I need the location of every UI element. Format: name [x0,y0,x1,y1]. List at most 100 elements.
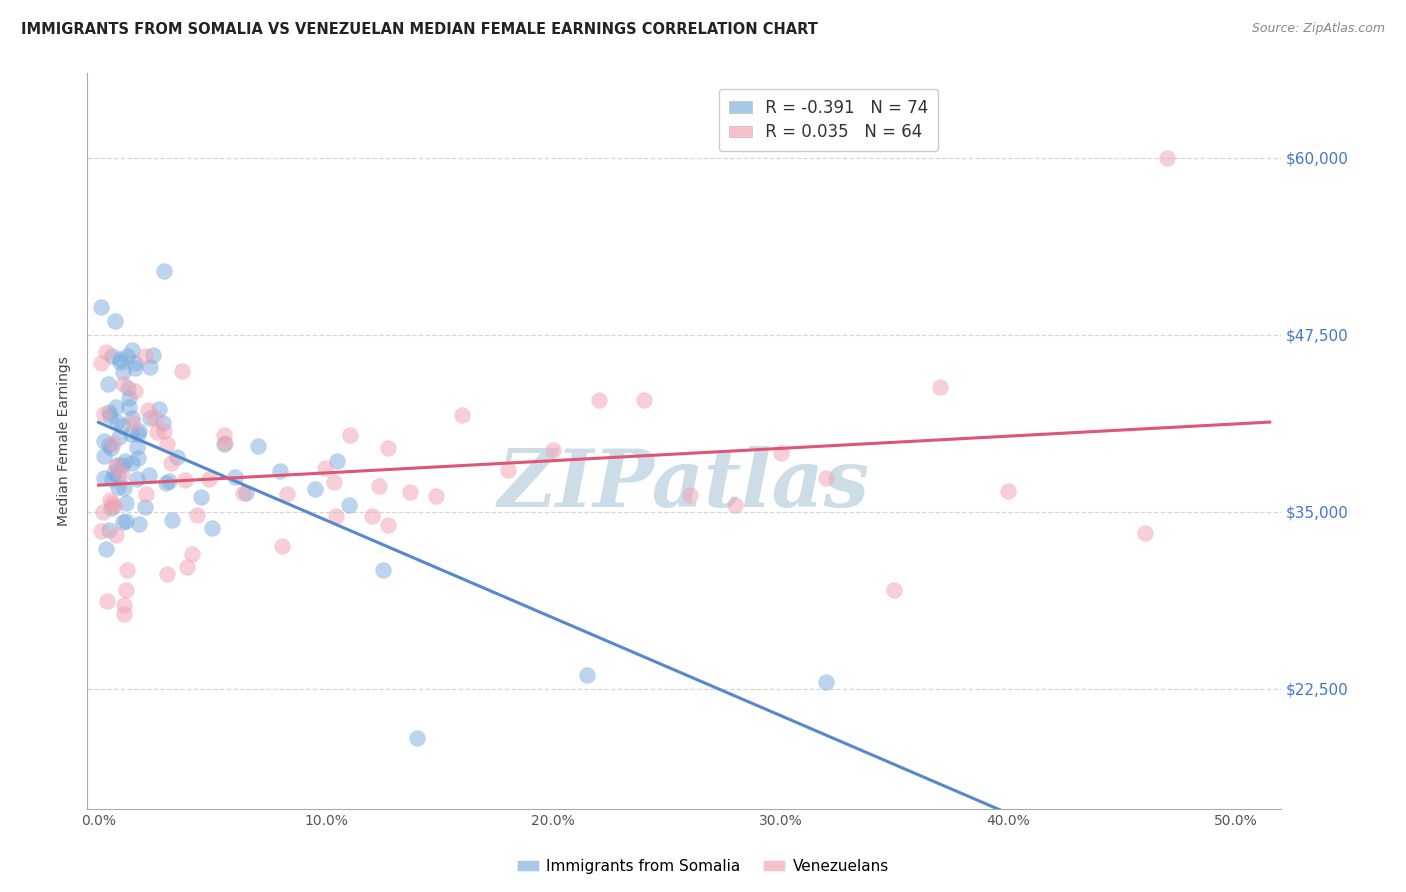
Point [724,498,747,512]
Point [337,498,360,512]
Point [377,518,399,533]
Point [103,500,125,514]
Text: Source: ZipAtlas.com: Source: ZipAtlas.com [1251,22,1385,36]
Point [93,408,115,422]
Point [103,435,125,450]
Point [90,301,112,315]
Point [246,439,269,453]
Point [111,515,134,529]
Point [152,416,174,430]
Point [235,486,257,500]
Y-axis label: Median Female Earnings: Median Female Earnings [58,356,72,526]
Point [339,428,361,442]
Point [101,472,124,486]
Point [143,410,166,425]
Point [93,434,115,449]
Point [127,451,149,466]
Point [371,563,394,577]
Point [269,464,291,478]
Point [115,583,138,598]
Point [929,379,952,393]
Point [406,731,429,746]
Point [883,582,905,597]
Point [100,442,122,456]
Point [96,594,118,608]
Point [155,476,177,491]
Point [115,349,138,363]
Point [160,456,183,470]
Point [367,479,389,493]
Point [138,359,160,374]
Point [170,364,193,378]
Point [107,430,129,444]
Point [120,426,142,441]
Point [90,356,112,370]
Point [276,487,298,501]
Point [325,508,347,523]
Point [576,667,599,681]
Point [304,483,326,497]
Point [112,365,135,379]
Text: ZIPatlas: ZIPatlas [498,446,870,524]
Point [105,400,128,414]
Point [111,377,134,392]
Point [105,527,128,541]
Point [156,437,179,451]
Point [105,458,128,472]
Point [588,392,610,407]
Point [425,489,447,503]
Point [769,445,792,459]
Point [134,349,156,363]
Point [96,344,118,359]
Point [90,524,112,538]
Point [399,484,422,499]
Point [180,547,202,561]
Point [270,539,292,553]
Point [98,409,121,423]
Point [101,496,124,510]
Point [115,563,138,577]
Point [139,410,162,425]
Point [127,472,149,486]
Point [97,405,120,419]
Point [105,415,128,429]
Point [157,474,180,488]
Point [94,542,117,557]
Point [103,467,125,481]
Point [377,441,399,455]
Point [124,356,146,370]
Point [156,567,179,582]
Point [110,467,132,481]
Point [679,487,702,501]
Point [114,454,136,468]
Point [100,500,122,515]
Point [121,411,143,425]
Point [997,483,1019,498]
Point [107,468,129,483]
Point [111,419,134,434]
Point [1133,526,1156,541]
Point [543,442,565,457]
Point [128,424,150,438]
Point [124,384,146,399]
Point [633,393,655,408]
Point [451,408,474,422]
Point [146,425,169,440]
Text: IMMIGRANTS FROM SOMALIA VS VENEZUELAN MEDIAN FEMALE EARNINGS CORRELATION CHART: IMMIGRANTS FROM SOMALIA VS VENEZUELAN ME… [21,22,818,37]
Point [201,521,224,535]
Point [117,400,139,414]
Legend:  R = -0.391   N = 74,  R = 0.035   N = 64: R = -0.391 N = 74, R = 0.035 N = 64 [718,88,938,152]
Point [117,381,139,395]
Point [127,440,149,454]
Point [314,461,336,475]
Point [212,428,235,442]
Point [496,463,519,477]
Point [224,470,246,484]
Point [118,391,141,405]
Point [108,355,131,369]
Point [93,449,115,463]
Point [104,314,127,328]
Point [112,481,135,495]
Point [135,486,157,500]
Point [176,560,198,574]
